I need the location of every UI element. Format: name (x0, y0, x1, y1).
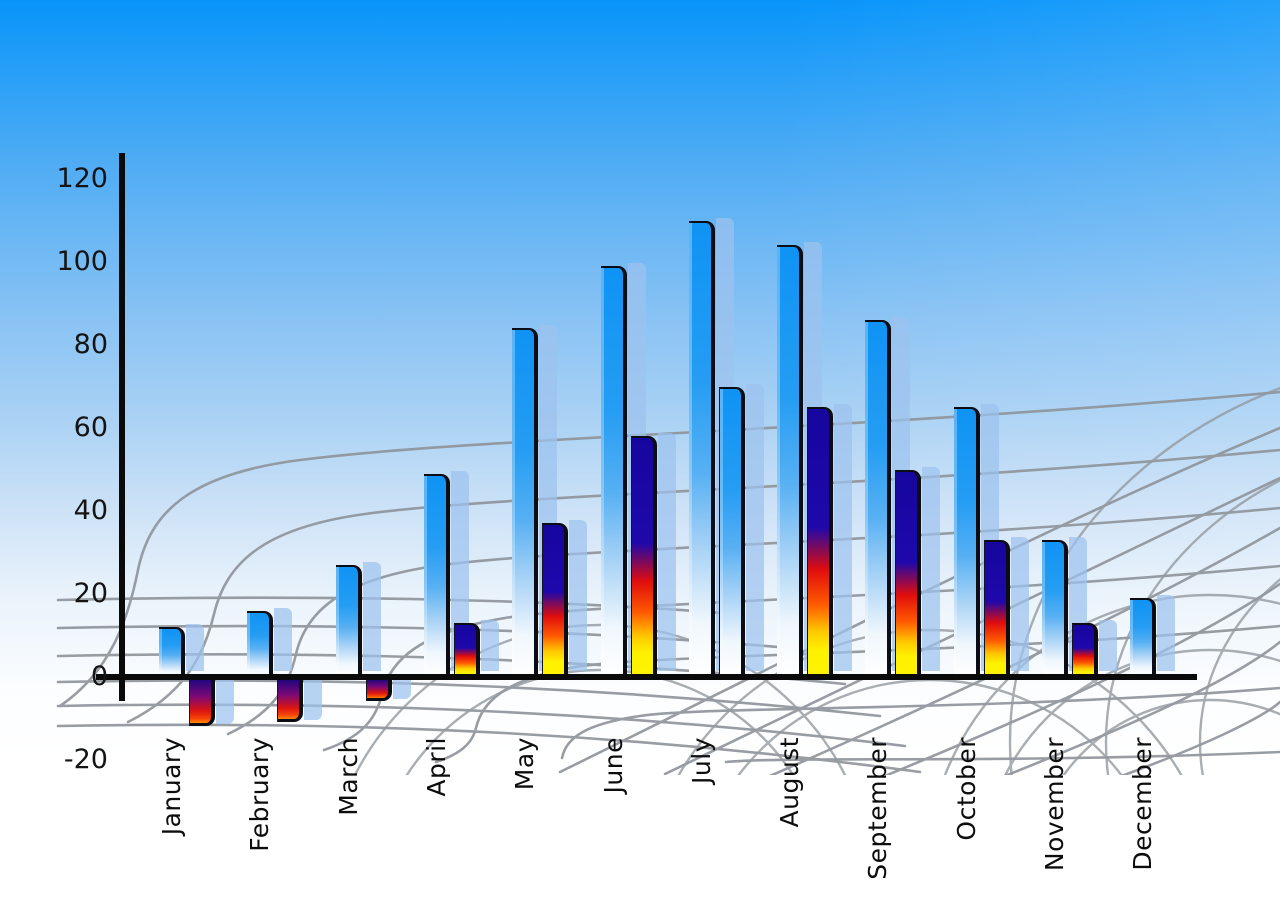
x-axis-label-july: July (686, 737, 716, 784)
bar-september-secondary (895, 469, 922, 677)
bar-march-primary-shadow (362, 561, 381, 671)
x-axis-label-march: March (333, 737, 363, 816)
bar-november-secondary (1072, 623, 1098, 677)
bar-august-secondary-shadow (834, 404, 853, 671)
bar-july-primary (688, 220, 715, 677)
x-axis-label-june: June (598, 737, 628, 794)
y-axis-tick-40: 40 (73, 495, 108, 526)
bar-may-secondary-shadow (569, 520, 588, 671)
bar-may-secondary (542, 523, 569, 677)
bar-may-primary (512, 328, 539, 677)
y-axis-tick-0: 0 (90, 661, 108, 692)
x-axis-line (96, 674, 1197, 680)
bar-november-primary (1042, 540, 1068, 677)
x-axis-label-february: February (245, 737, 275, 852)
bar-march-primary (335, 564, 362, 677)
x-axis-label-september: September (863, 737, 893, 880)
y-axis-tick--20: -20 (63, 744, 108, 775)
bar-october-secondary (983, 540, 1010, 677)
y-axis-tick-100: 100 (56, 246, 108, 277)
y-axis-tick-20: 20 (73, 578, 108, 609)
x-axis-label-november: November (1040, 737, 1069, 872)
bar-february-secondary-shadow (304, 680, 323, 720)
bar-october-secondary-shadow (1010, 537, 1029, 671)
bar-august-primary (777, 245, 804, 677)
bar-january-primary-shadow (186, 624, 204, 671)
x-axis-label-january: January (157, 737, 186, 836)
bar-april-primary (423, 473, 450, 677)
bar-september-secondary-shadow (922, 466, 941, 671)
y-axis-tick-120: 120 (56, 163, 108, 194)
bar-april-secondary (453, 623, 480, 677)
bar-july-secondary-shadow (745, 383, 764, 671)
bar-august-secondary (807, 407, 834, 677)
bar-march-secondary (365, 680, 392, 701)
bar-july-secondary (718, 386, 745, 677)
bar-june-primary (600, 266, 627, 677)
bar-april-secondary-shadow (480, 620, 499, 671)
bar-september-primary (865, 320, 892, 677)
bar-june-secondary (630, 436, 657, 677)
bar-october-primary (953, 407, 980, 677)
bar-december-primary-shadow (1157, 595, 1176, 671)
bar-december-primary (1130, 598, 1157, 677)
x-axis-label-may: May (510, 737, 540, 791)
x-axis-label-august: August (775, 737, 805, 828)
bar-june-secondary-shadow (657, 433, 676, 671)
bar-april-primary-shadow (450, 470, 469, 671)
x-axis-label-april: April (421, 737, 451, 797)
y-axis-tick-80: 80 (73, 329, 108, 360)
y-axis-line (119, 153, 125, 701)
bar-february-primary (247, 610, 274, 677)
bar-january-secondary (189, 680, 215, 726)
bar-february-secondary (277, 680, 304, 722)
bar-february-primary-shadow (274, 607, 293, 671)
x-axis-label-october: October (951, 737, 981, 841)
bar-january-primary (159, 627, 185, 677)
x-axis-label-december: December (1128, 737, 1158, 871)
y-axis-tick-60: 60 (73, 412, 108, 443)
bar-november-secondary-shadow (1099, 620, 1117, 671)
bar-march-secondary-shadow (392, 680, 411, 699)
bar-january-secondary-shadow (216, 680, 234, 724)
